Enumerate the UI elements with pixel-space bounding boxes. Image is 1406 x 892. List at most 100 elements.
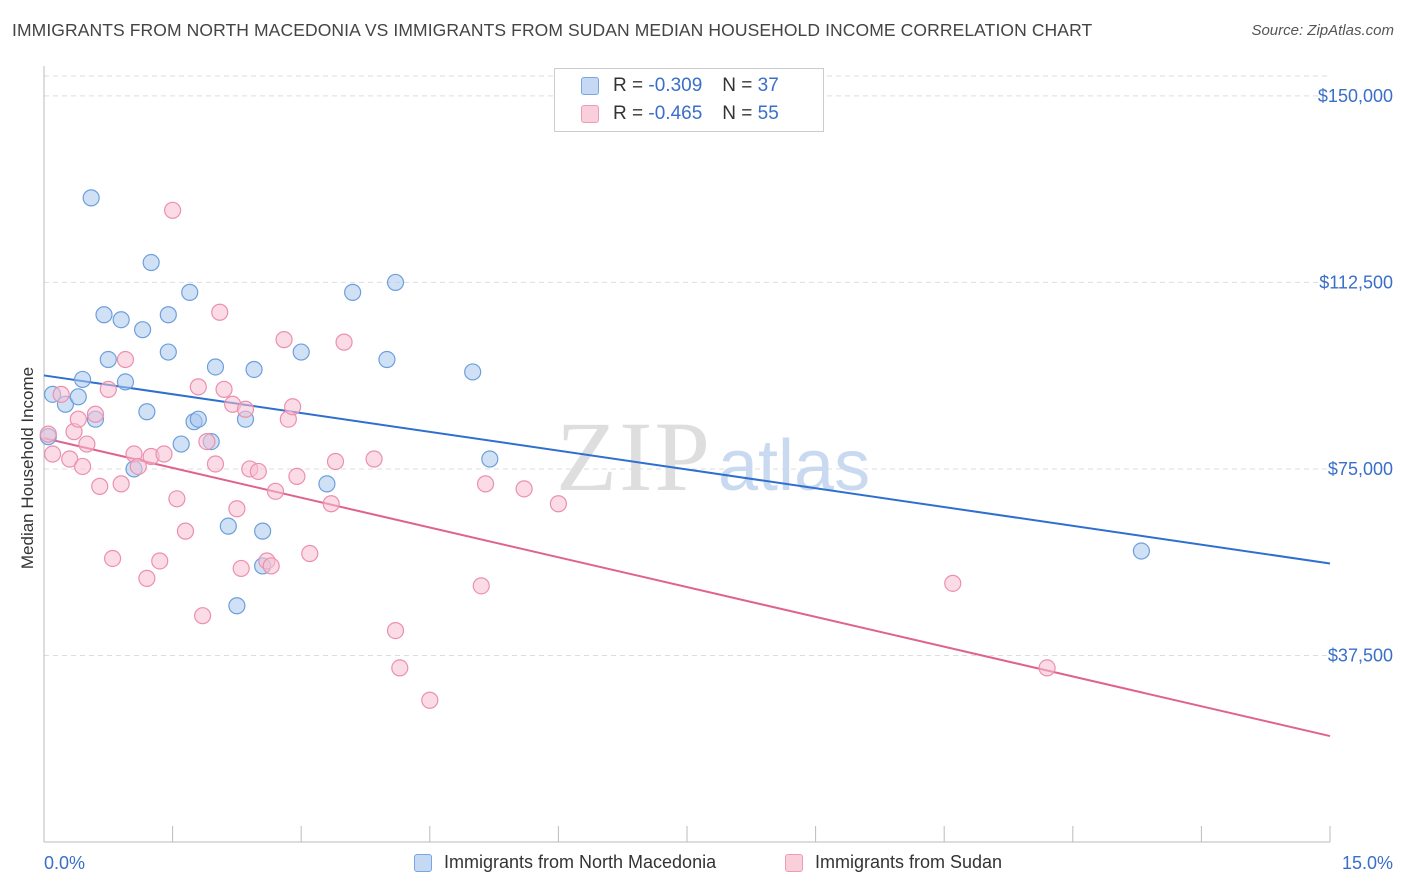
data-point-blue — [378, 350, 396, 369]
legend-n-label: N = — [722, 103, 753, 124]
data-point-pink — [86, 405, 105, 423]
data-point-pink — [138, 569, 156, 587]
data-point-pink — [262, 557, 280, 575]
data-point-blue — [159, 306, 177, 324]
bottom-legend-sudan: Immigrants from Sudan — [785, 852, 1002, 873]
data-point-pink — [232, 559, 250, 578]
data-point-pink — [322, 495, 340, 513]
data-point-pink — [236, 400, 255, 418]
data-point-blue — [172, 435, 190, 453]
data-point-pink — [103, 549, 122, 568]
data-point-pink — [39, 425, 57, 443]
bottom-legend-label: Immigrants from Sudan — [815, 852, 1003, 872]
legend-r-label: R = — [613, 103, 644, 124]
data-point-pink — [151, 552, 169, 570]
data-point-blue — [228, 597, 246, 615]
data-point-pink — [168, 490, 186, 508]
data-point-blue — [344, 283, 362, 301]
data-point-blue — [219, 517, 237, 535]
data-point-pink — [194, 607, 212, 625]
data-point-pink — [284, 398, 302, 416]
x-tick-label: 15.0% — [1342, 853, 1393, 873]
data-point-blue — [82, 189, 100, 207]
data-point-blue — [292, 343, 310, 361]
data-point-blue — [245, 360, 263, 379]
data-point-pink — [112, 475, 130, 493]
data-point-pink — [549, 495, 568, 513]
points — [39, 189, 1150, 709]
data-point-pink — [944, 574, 962, 592]
data-point-pink — [206, 455, 225, 473]
bottom-legend-north-macedonia: Immigrants from North Macedonia — [414, 852, 716, 873]
data-point-blue — [206, 358, 225, 376]
data-point-pink — [99, 380, 117, 398]
data-point-pink — [43, 445, 62, 463]
data-point-pink — [1038, 659, 1056, 677]
data-point-pink — [211, 303, 229, 321]
legend-swatch-blue — [581, 77, 599, 95]
trend-line-blue — [43, 374, 1331, 565]
data-point-pink — [472, 577, 490, 595]
legend: R = -0.309 N = 37 R = -0.465 N = 55 — [554, 68, 824, 132]
data-point-pink — [228, 500, 246, 518]
data-point-pink — [249, 462, 267, 481]
data-point-blue — [254, 522, 272, 540]
legend-swatch-pink — [581, 105, 599, 123]
legend-n-label: N = — [722, 75, 753, 96]
data-point-blue — [481, 450, 499, 468]
bottom-legend-swatch-blue — [414, 853, 432, 872]
watermark-atlas: atlas — [718, 426, 870, 506]
data-point-pink — [275, 331, 293, 349]
data-point-pink — [266, 482, 285, 500]
data-point-pink — [78, 435, 96, 453]
data-point-pink — [301, 544, 319, 563]
bottom-legend-label: Immigrants from North Macedonia — [444, 852, 717, 872]
data-point-pink — [164, 201, 182, 219]
data-point-blue — [318, 475, 336, 493]
y-tick-label: $37,500 — [1328, 645, 1393, 665]
data-point-pink — [155, 445, 173, 463]
legend-r-value: -0.309 — [648, 75, 703, 96]
data-point-pink — [365, 450, 383, 468]
data-point-blue — [73, 370, 92, 389]
data-point-pink — [189, 378, 207, 396]
legend-n-value: 37 — [757, 75, 779, 96]
data-point-pink — [288, 467, 306, 486]
data-point-pink — [73, 457, 92, 476]
data-point-blue — [386, 273, 405, 292]
data-point-pink — [61, 450, 79, 468]
data-point-blue — [99, 350, 117, 369]
data-point-pink — [116, 350, 135, 369]
data-point-pink — [129, 457, 147, 476]
data-point-pink — [176, 522, 195, 540]
data-point-pink — [91, 477, 109, 495]
legend-r-value: -0.465 — [648, 103, 703, 124]
data-point-pink — [326, 452, 345, 471]
trend-lines — [43, 374, 1331, 738]
legend-r-label: R = — [613, 75, 644, 96]
data-point-blue — [95, 306, 113, 324]
data-point-blue — [138, 403, 156, 421]
data-point-blue — [1132, 542, 1150, 560]
data-point-blue — [464, 363, 482, 381]
legend-n-value: 55 — [757, 103, 779, 124]
tick-labels: $37,500 $75,000 $112,500 $150,000 0.0% 15.0% — [44, 86, 1393, 873]
y-tick-label: $75,000 — [1328, 459, 1393, 479]
data-point-pink — [476, 475, 495, 493]
data-point-pink — [515, 480, 533, 498]
trend-line-pink — [43, 437, 1331, 738]
data-point-pink — [198, 432, 216, 451]
y-tick-label: $112,500 — [1319, 272, 1393, 292]
x-tick-label: 0.0% — [44, 853, 85, 873]
data-point-blue — [189, 410, 207, 428]
legend-row-sudan: R = -0.465 N = 55 — [555, 100, 779, 128]
data-point-blue — [181, 283, 199, 301]
bottom-legend-swatch-pink — [785, 853, 803, 872]
y-tick-label: $150,000 — [1318, 86, 1393, 106]
data-point-blue — [112, 311, 130, 329]
watermark-zip: ZIP — [556, 401, 712, 512]
data-point-blue — [142, 253, 160, 272]
y-axis-title: Median Household Income — [18, 366, 37, 570]
data-point-pink — [69, 410, 87, 428]
